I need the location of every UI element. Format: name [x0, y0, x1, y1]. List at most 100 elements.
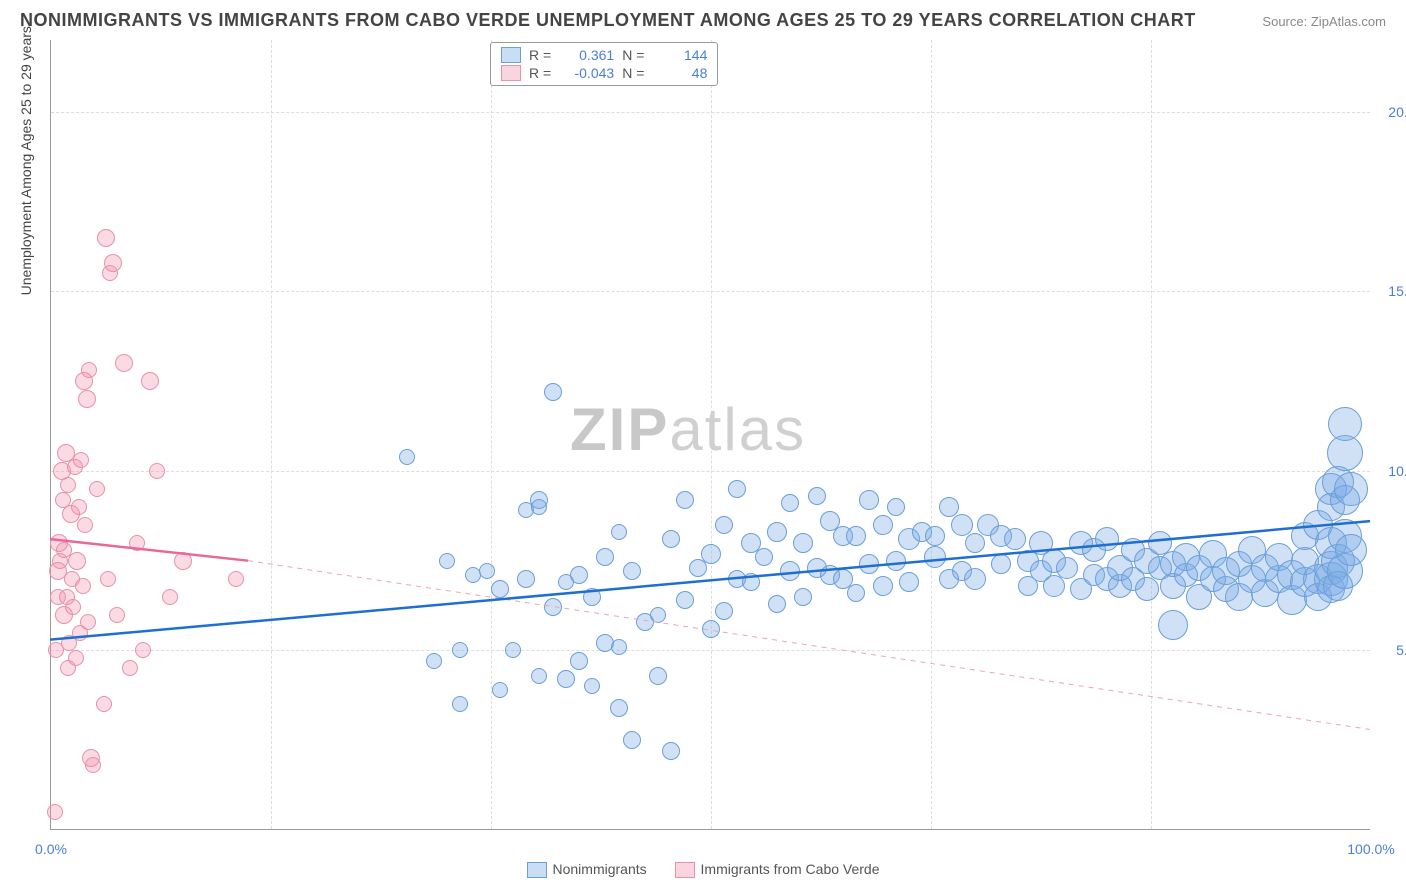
data-point-blue	[596, 548, 614, 566]
data-point-blue	[1095, 527, 1119, 551]
data-point-blue	[859, 554, 879, 574]
data-point-blue	[452, 642, 468, 658]
data-point-pink	[65, 599, 81, 615]
legend-swatch-blue	[501, 47, 521, 63]
data-point-blue	[887, 498, 905, 516]
data-point-blue	[873, 576, 893, 596]
plot-area: 5.0%10.0%15.0%20.0%0.0%100.0%	[50, 40, 1370, 830]
data-point-blue	[742, 573, 760, 591]
data-point-blue	[701, 544, 721, 564]
data-point-pink	[141, 372, 159, 390]
data-point-blue	[1158, 610, 1188, 640]
data-point-pink	[89, 481, 105, 497]
data-point-blue	[939, 497, 959, 517]
n-label: N =	[622, 47, 644, 63]
data-point-pink	[81, 362, 97, 378]
data-point-blue	[702, 620, 720, 638]
gridline-v	[931, 40, 932, 829]
data-point-pink	[68, 650, 84, 666]
data-point-blue	[794, 588, 812, 606]
data-point-blue	[924, 546, 946, 568]
data-point-blue	[531, 668, 547, 684]
data-point-pink	[96, 696, 112, 712]
legend-row-pink: R = -0.043 N = 48	[501, 64, 707, 82]
data-point-blue	[873, 515, 893, 535]
data-point-blue	[808, 487, 826, 505]
y-tick-label: 20.0%	[1388, 104, 1406, 120]
data-point-pink	[97, 229, 115, 247]
data-point-pink	[60, 477, 76, 493]
data-point-blue	[1135, 577, 1159, 601]
data-point-blue	[793, 533, 813, 553]
source-label: Source:	[1262, 14, 1307, 29]
data-point-blue	[584, 678, 600, 694]
data-point-blue	[1334, 472, 1368, 506]
data-point-pink	[75, 578, 91, 594]
y-axis-label: Unemployment Among Ages 25 to 29 years	[18, 26, 34, 295]
data-point-blue	[964, 568, 986, 590]
data-point-blue	[610, 699, 628, 717]
data-point-blue	[728, 480, 746, 498]
data-point-pink	[104, 254, 122, 272]
data-point-blue	[492, 682, 508, 698]
data-point-blue	[676, 591, 694, 609]
data-point-blue	[781, 494, 799, 512]
source-name: ZipAtlas.com	[1311, 14, 1386, 29]
data-point-blue	[1043, 575, 1065, 597]
y-tick-label: 15.0%	[1388, 283, 1406, 299]
data-point-pink	[85, 757, 101, 773]
data-point-blue	[517, 570, 535, 588]
data-point-blue	[479, 563, 495, 579]
data-point-blue	[399, 449, 415, 465]
x-tick-label: 100.0%	[1347, 841, 1394, 857]
data-point-pink	[228, 571, 244, 587]
data-point-blue	[715, 602, 733, 620]
r-label: R =	[529, 65, 551, 81]
gridline-v	[271, 40, 272, 829]
x-tick-label: 0.0%	[35, 841, 67, 857]
data-point-blue	[1056, 557, 1078, 579]
data-point-blue	[715, 516, 733, 534]
data-point-blue	[768, 595, 786, 613]
legend-item-blue: Nonimmigrants	[527, 861, 651, 877]
gridline-v	[491, 40, 492, 829]
data-point-blue	[899, 572, 919, 592]
y-tick-label: 10.0%	[1388, 463, 1406, 479]
data-point-pink	[71, 499, 87, 515]
data-point-blue	[755, 548, 773, 566]
data-point-blue	[676, 491, 694, 509]
data-point-blue	[1328, 407, 1362, 441]
data-point-blue	[886, 551, 906, 571]
data-point-blue	[623, 731, 641, 749]
legend-label-blue: Nonimmigrants	[553, 861, 647, 877]
data-point-blue	[583, 588, 601, 606]
data-point-blue	[491, 580, 509, 598]
data-point-blue	[662, 742, 680, 760]
data-point-blue	[611, 524, 627, 540]
r-value-blue: 0.361	[559, 47, 614, 63]
data-point-pink	[174, 552, 192, 570]
data-point-blue	[965, 533, 985, 553]
data-point-blue	[650, 607, 666, 623]
data-point-blue	[623, 562, 641, 580]
data-point-blue	[439, 553, 455, 569]
data-point-blue	[531, 499, 547, 515]
n-value-blue: 144	[652, 47, 707, 63]
data-point-blue	[452, 696, 468, 712]
data-point-pink	[149, 463, 165, 479]
r-label: R =	[529, 47, 551, 63]
data-point-blue	[544, 598, 562, 616]
gridline-v	[1151, 40, 1152, 829]
data-point-blue	[991, 554, 1011, 574]
data-point-pink	[109, 607, 125, 623]
legend-swatch-pink	[675, 862, 695, 878]
data-point-pink	[129, 535, 145, 551]
data-point-pink	[47, 804, 63, 820]
source-attribution: Source: ZipAtlas.com	[1262, 14, 1386, 29]
data-point-blue	[570, 566, 588, 584]
data-point-blue	[846, 526, 866, 546]
data-point-blue	[557, 670, 575, 688]
data-point-pink	[100, 571, 116, 587]
data-point-pink	[68, 552, 86, 570]
data-point-blue	[544, 383, 562, 401]
